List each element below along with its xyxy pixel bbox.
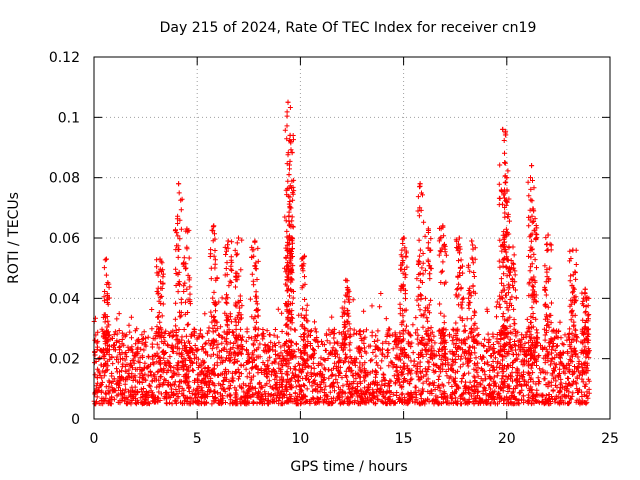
x-tick-labels: 0 5 10 15 20 25 xyxy=(90,431,619,447)
peak-point xyxy=(425,226,431,232)
y-tick-label: 0.08 xyxy=(49,171,80,187)
peak-point xyxy=(570,247,576,253)
peak-point xyxy=(235,235,241,241)
x-axis-label: GPS time / hours xyxy=(290,459,407,475)
y-tick-label: 0.02 xyxy=(49,352,80,368)
peak-point xyxy=(417,181,423,187)
y-tick-label: 0.12 xyxy=(49,50,80,66)
x-tick-label: 0 xyxy=(90,431,99,447)
peak-point xyxy=(302,253,308,259)
peak-point xyxy=(545,232,551,238)
peak-point xyxy=(510,244,516,250)
peak-point xyxy=(582,286,588,292)
y-tick-label: 0.04 xyxy=(49,291,80,307)
x-tick-label: 15 xyxy=(395,431,413,447)
y-tick-label: 0.1 xyxy=(58,110,80,126)
peak-point xyxy=(287,205,293,211)
data-points xyxy=(91,99,592,407)
peak-point xyxy=(287,132,293,138)
chart-title: Day 215 of 2024, Rate Of TEC Index for r… xyxy=(160,20,537,36)
x-tick-label: 10 xyxy=(291,431,309,447)
peak-point xyxy=(531,208,537,214)
peak-point xyxy=(252,238,258,244)
peak-point xyxy=(286,172,292,178)
peak-point xyxy=(343,277,349,283)
peak-point xyxy=(401,235,407,241)
x-tick-label: 5 xyxy=(193,431,202,447)
y-axis-label: ROTI / TECUs xyxy=(6,192,22,284)
peak-point xyxy=(529,163,535,169)
peak-point xyxy=(500,126,506,132)
peak-point xyxy=(225,238,231,244)
peak-point xyxy=(184,226,190,232)
peak-point xyxy=(103,256,109,262)
peak-point xyxy=(176,181,182,187)
peak-point xyxy=(502,160,508,166)
peak-point xyxy=(504,175,510,181)
peak-point xyxy=(285,99,291,105)
axis-ticks xyxy=(93,56,611,420)
peak-point xyxy=(157,256,163,262)
peak-point xyxy=(469,238,475,244)
x-tick-label: 20 xyxy=(498,431,516,447)
peak-point xyxy=(211,223,217,229)
peak-point xyxy=(440,223,446,229)
roti-points xyxy=(91,99,592,407)
x-tick-label: 25 xyxy=(601,431,619,447)
peak-point xyxy=(456,235,462,241)
y-tick-label: 0.06 xyxy=(49,231,80,247)
y-tick-labels: 0 0.02 0.04 0.06 0.08 0.1 0.12 xyxy=(49,50,80,428)
y-tick-label: 0 xyxy=(71,412,80,428)
